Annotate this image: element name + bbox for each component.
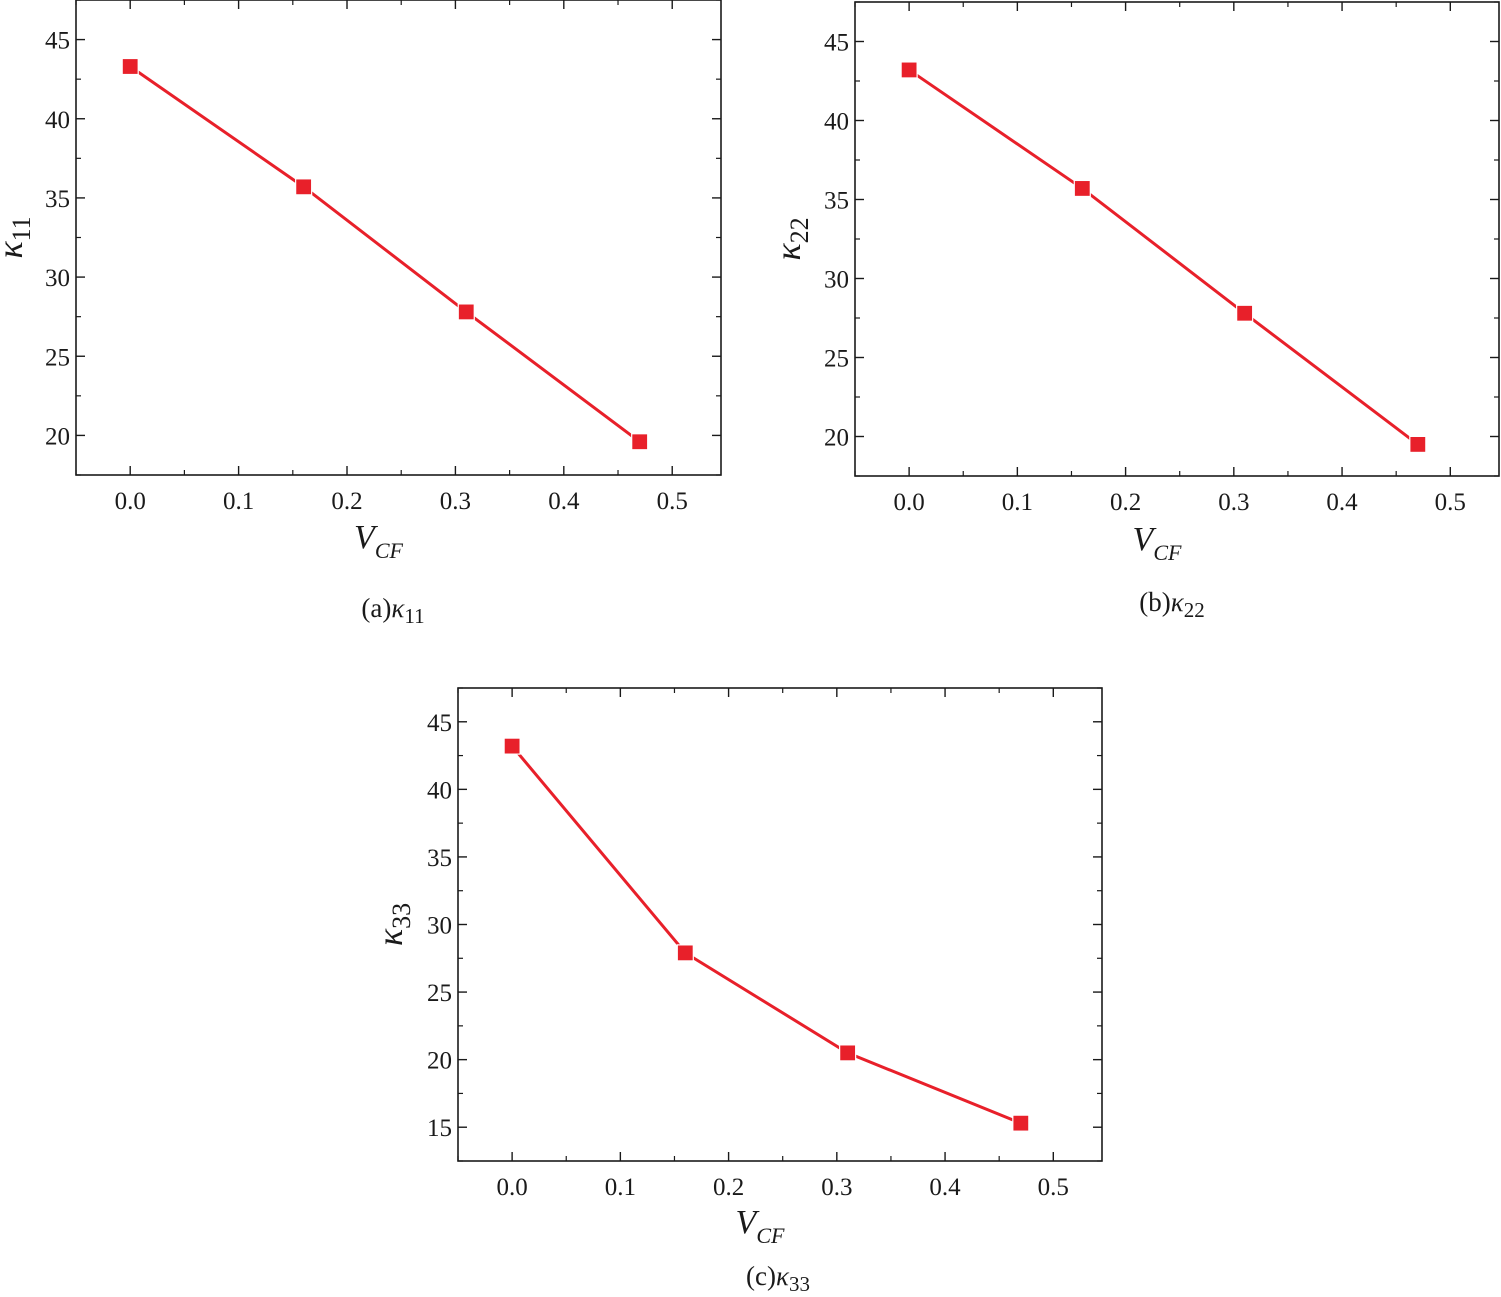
x-axis-label-sub: CF <box>375 538 404 563</box>
x-tick-label: 0.4 <box>929 1174 961 1201</box>
y-axis-label-sub: 11 <box>7 216 36 241</box>
y-tick-label: 45 <box>427 710 452 737</box>
y-tick-label: 45 <box>45 28 70 55</box>
y-tick-label: 40 <box>824 109 849 136</box>
data-point <box>457 303 475 321</box>
x-tick-label: 0.4 <box>1326 489 1358 516</box>
caption-prefix: (c) <box>746 1261 776 1291</box>
x-axis-label-sub: CF <box>756 1223 785 1248</box>
y-tick-label: 35 <box>45 186 70 213</box>
x-tick-label: 0.0 <box>496 1174 527 1201</box>
data-point <box>631 433 649 451</box>
data-point <box>839 1044 857 1062</box>
y-tick-label: 25 <box>427 980 452 1007</box>
y-axis-label-main: κ <box>768 243 808 261</box>
x-tick-label: 0.2 <box>331 488 362 515</box>
x-tick-label: 0.3 <box>821 1174 852 1201</box>
y-axis-label-main: κ <box>370 928 410 946</box>
series-line <box>908 68 1419 446</box>
y-axis-label-sub: 33 <box>387 903 416 929</box>
data-point <box>503 737 521 755</box>
y-axis-label-sub: 22 <box>785 217 814 243</box>
x-tick-label: 0.1 <box>223 488 254 515</box>
x-tick-label: 0.3 <box>440 488 471 515</box>
y-tick-label: 20 <box>45 423 70 450</box>
x-tick-label: 0.5 <box>1038 1174 1069 1201</box>
x-tick-label: 0.1 <box>1002 489 1033 516</box>
y-tick-label: 20 <box>427 1048 452 1075</box>
x-tick-label: 0.1 <box>605 1174 636 1201</box>
x-tick-label: 0.5 <box>657 488 688 515</box>
data-point <box>1012 1114 1030 1132</box>
x-tick-label: 0.3 <box>1218 489 1249 516</box>
x-tick-label: 0.0 <box>893 489 924 516</box>
data-point <box>1236 304 1254 322</box>
y-axis-label: κ33 <box>370 903 416 946</box>
data-point <box>1073 179 1091 198</box>
y-tick-label: 30 <box>45 265 70 292</box>
x-axis-label: VCF <box>736 1204 785 1248</box>
plot-frame <box>457 687 1103 1162</box>
y-axis: 20 25 30 35 40 45 <box>824 1 1499 477</box>
y-axis: 20 25 30 35 40 45 <box>45 0 721 476</box>
y-tick-label: 35 <box>427 845 452 872</box>
y-tick-label: 40 <box>45 107 70 134</box>
y-tick-label: 30 <box>427 913 452 940</box>
x-tick-label: 0.4 <box>548 488 580 515</box>
y-tick-label: 30 <box>824 267 849 294</box>
x-axis-label: VCF <box>354 519 403 563</box>
y-tick-label: 25 <box>45 344 70 371</box>
y-tick-label: 20 <box>824 425 849 452</box>
caption-prefix: (b) <box>1139 587 1170 617</box>
y-axis-label: κ22 <box>768 217 814 260</box>
x-axis-label: VCF <box>1133 521 1182 565</box>
y-tick-label: 40 <box>427 777 452 804</box>
plot-frame <box>75 0 722 476</box>
caption-prefix: (a) <box>361 593 391 623</box>
y-tick-label: 45 <box>824 30 849 57</box>
data-point <box>1409 435 1427 453</box>
data-point <box>900 61 918 79</box>
x-tick-label: 0.2 <box>1110 489 1141 516</box>
caption-symbol: κ <box>391 593 405 623</box>
x-axis: 0.0 0.1 0.2 0.3 0.4 0.5 <box>457 688 1069 1201</box>
x-axis-label-sub: CF <box>1153 540 1182 565</box>
caption-symbol: κ <box>1171 587 1185 617</box>
y-axis: 15 20 25 30 35 40 45 <box>427 687 1102 1162</box>
caption-sub: 33 <box>789 1272 810 1296</box>
series-line <box>129 65 641 443</box>
chart-caption: (c)κ33 <box>746 1261 810 1296</box>
y-tick-label: 25 <box>824 346 849 373</box>
chart-a: 0.00.10.20.30.40.5202530354045VCFκ11(a)κ… <box>0 0 722 628</box>
chart-b: 0.0 0.1 0.2 0.3 0.4 0.5202530354045VCFκ22(b)κ… <box>768 1 1500 622</box>
caption-symbol: κ <box>776 1261 790 1291</box>
y-axis-label-main: κ <box>0 241 30 259</box>
y-tick-label: 15 <box>427 1115 452 1142</box>
x-axis: 0.0 0.1 0.2 0.3 0.4 0.5 <box>854 2 1466 516</box>
x-tick-label: 0.0 <box>115 488 146 515</box>
series-line <box>510 745 1022 1125</box>
chart-c: 0.0 0.1 0.2 0.3 0.4 0.515202530354045VCFκ33(c… <box>370 687 1103 1296</box>
y-axis-label: κ11 <box>0 216 36 258</box>
x-tick-label: 0.2 <box>713 1174 744 1201</box>
chart-caption: (a)κ11 <box>361 593 424 628</box>
caption-sub: 11 <box>404 604 424 628</box>
chart-caption: (b)κ22 <box>1139 587 1204 622</box>
y-tick-label: 35 <box>824 188 849 215</box>
data-point <box>676 944 694 962</box>
data-point <box>121 57 139 76</box>
plot-frame <box>854 1 1500 477</box>
caption-sub: 22 <box>1184 598 1205 622</box>
x-axis: 0.0 0.1 0.2 0.3 0.4 0.5 <box>75 0 688 515</box>
data-point <box>295 178 313 196</box>
x-tick-label: 0.5 <box>1435 489 1466 516</box>
